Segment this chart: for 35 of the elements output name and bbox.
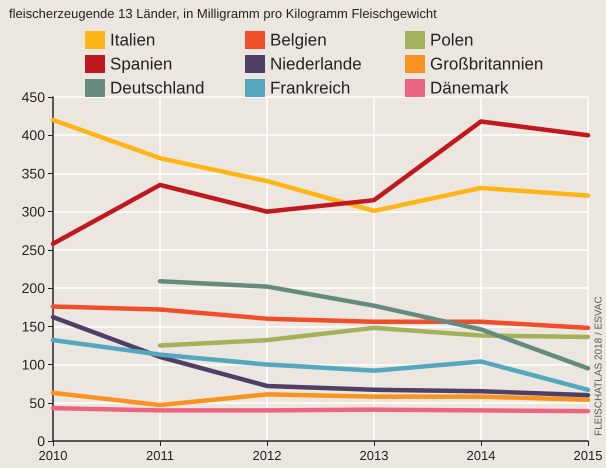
y-tick-label: 50 [29, 394, 46, 411]
line-series [50, 314, 590, 398]
legend-label: Belgien [270, 30, 327, 50]
text: FLEISCHATLAS 2018 / ESVAC [594, 296, 604, 436]
x-tick-label: 2013 [360, 448, 388, 463]
legend-label: Spanien [110, 54, 172, 74]
legend-label: Frankreich [270, 78, 350, 98]
line-series [158, 326, 590, 348]
y-tick-label: 200 [22, 280, 46, 296]
y-tick-label: 150 [22, 318, 46, 334]
y-tick-label: 0 [37, 433, 46, 449]
y-tick-label: 100 [22, 356, 46, 373]
y-tick-label: 350 [22, 165, 46, 182]
legend-label: Niederlande [270, 54, 362, 74]
y-tick-label: 250 [22, 242, 46, 258]
line-series [50, 304, 590, 330]
line-series [50, 390, 590, 408]
chart-title: fleischerzeugende 13 Länder, in Milligramm pro Kilogramm Fleischgewicht [9, 6, 438, 21]
y-tick-label: 400 [22, 127, 46, 144]
line-series [50, 338, 590, 392]
legend-label: Italien [110, 30, 156, 50]
line-series [158, 278, 590, 371]
legend-label: Polen [430, 30, 474, 50]
legend-label: Deutschland [110, 78, 205, 98]
y-tick-label: 300 [22, 204, 46, 220]
legend-label: Großbritannien [430, 54, 544, 74]
y-tick-label: 450 [22, 89, 46, 105]
x-tick-label: 2014 [466, 448, 496, 463]
x-tick-label: 2015 [574, 448, 602, 463]
x-tick-label: 2011 [146, 448, 174, 463]
x-tick-label: 2010 [38, 448, 68, 463]
legend-label: Dänemark [430, 78, 509, 98]
x-tick-label: 2012 [252, 448, 282, 463]
line-series [50, 118, 590, 214]
line-series [50, 119, 590, 246]
